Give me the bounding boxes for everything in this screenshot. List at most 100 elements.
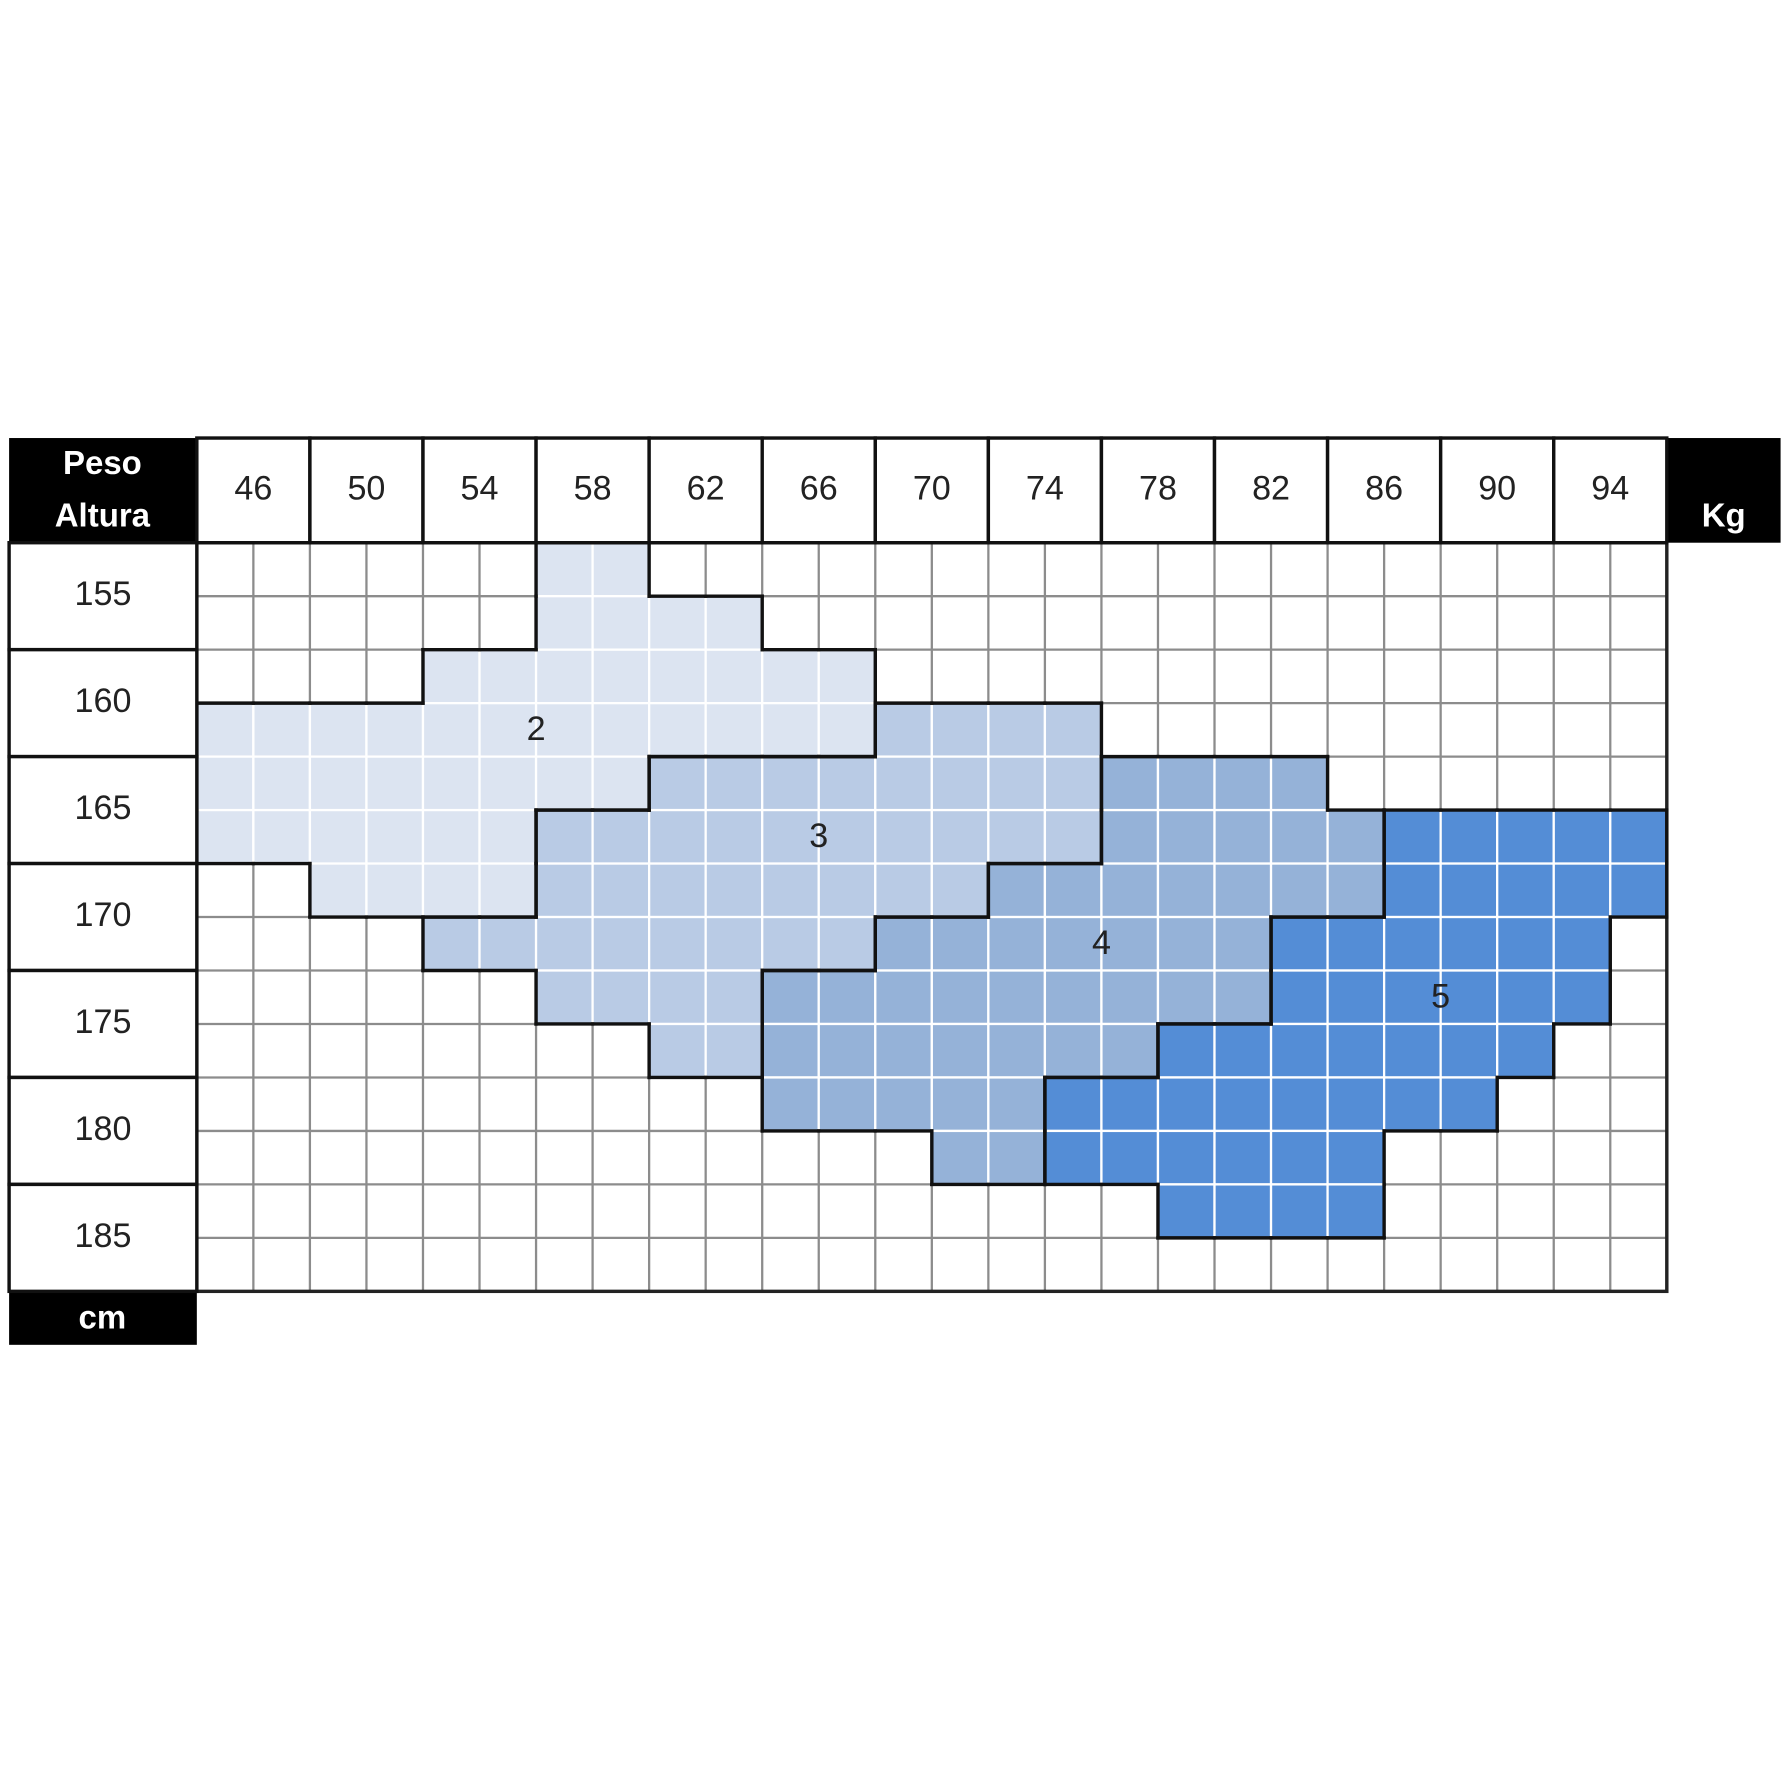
zone-cell xyxy=(930,755,990,812)
zone-cell xyxy=(1439,862,1499,919)
height-label: 165 xyxy=(74,789,131,827)
zone-cell xyxy=(365,808,425,865)
zone-cell xyxy=(1552,862,1612,919)
zone-cell xyxy=(1382,1022,1442,1079)
zone-cell xyxy=(817,1076,877,1133)
zone-cell xyxy=(1326,969,1386,1026)
zone-cell xyxy=(1100,755,1160,812)
weight-cell xyxy=(760,436,877,545)
zone-cell xyxy=(478,755,538,812)
zone-cell xyxy=(478,862,538,919)
zone-cell xyxy=(1043,808,1103,865)
zone-cell xyxy=(1552,808,1612,865)
zone-cell xyxy=(817,915,877,972)
zone-cell xyxy=(987,862,1047,919)
zone-cell xyxy=(1326,862,1386,919)
zone-cell xyxy=(704,595,764,651)
zone-cell xyxy=(1213,969,1273,1026)
zone-cell xyxy=(1496,808,1555,865)
zone-cell xyxy=(1496,1022,1555,1079)
height-label: 155 xyxy=(74,575,131,613)
zone-cell xyxy=(1439,915,1499,972)
zone-cell xyxy=(817,648,877,705)
zone-cell xyxy=(534,808,594,865)
zone-cell xyxy=(987,1076,1047,1133)
weight-cell xyxy=(1552,436,1669,545)
zone-cell xyxy=(591,648,651,705)
zone-cell xyxy=(1439,1076,1499,1133)
zone-cell xyxy=(591,595,651,651)
zone-cell xyxy=(1156,915,1216,972)
zone-cell xyxy=(987,701,1047,758)
zone-cell xyxy=(761,701,820,758)
zone-cell xyxy=(1043,969,1103,1026)
zone-cell xyxy=(761,915,820,972)
zone-cell xyxy=(1100,969,1160,1026)
height-unit: cm xyxy=(79,1299,127,1336)
zone-cell xyxy=(1156,808,1216,865)
zone-cell xyxy=(817,755,877,812)
zone-cell xyxy=(1439,808,1499,865)
weight-label: 62 xyxy=(687,469,725,507)
zone-cell xyxy=(1100,915,1160,972)
zone-cell xyxy=(534,755,594,812)
zone-cell xyxy=(365,862,425,919)
zone-cell xyxy=(1043,862,1103,919)
height-label: 170 xyxy=(74,896,131,934)
zone-cell xyxy=(1213,755,1273,812)
weight-cell xyxy=(1438,436,1556,545)
zone-cell xyxy=(647,862,707,919)
weight-cell xyxy=(534,436,651,545)
zone-cell xyxy=(591,701,651,758)
zone-cell xyxy=(647,915,707,972)
zone-cell xyxy=(930,969,990,1026)
zone-cell xyxy=(704,755,764,812)
zone-cell xyxy=(930,701,990,758)
zone-cell xyxy=(761,969,820,1026)
height-cell xyxy=(7,968,199,1080)
zone-cell xyxy=(534,915,594,972)
height-cell xyxy=(7,541,199,652)
zone-cell xyxy=(195,808,255,865)
zone-cell xyxy=(1156,969,1216,1026)
zone-cell xyxy=(1213,1076,1273,1133)
zone-cell xyxy=(1609,862,1668,919)
zone-cell xyxy=(987,915,1047,972)
height-label: 180 xyxy=(74,1110,131,1148)
zone-cell xyxy=(987,969,1047,1026)
weight-label: 82 xyxy=(1252,469,1290,507)
weight-label: 94 xyxy=(1591,469,1629,507)
weight-label: 66 xyxy=(800,469,838,507)
zone-cell xyxy=(1213,1183,1273,1240)
weight-cell xyxy=(986,436,1104,545)
zone-cell xyxy=(534,969,594,1026)
zone-cell xyxy=(1496,862,1555,919)
zone-cell xyxy=(421,648,481,705)
zone-cell xyxy=(1156,862,1216,919)
zone-cell xyxy=(987,1022,1047,1079)
zone-cell xyxy=(1269,1076,1329,1133)
zone-cell xyxy=(591,915,651,972)
weight-label: 78 xyxy=(1139,469,1177,507)
zone-cell xyxy=(1269,755,1329,812)
zone-cell xyxy=(1326,808,1386,865)
zone-cell xyxy=(1439,969,1499,1026)
corner-bottom: Altura xyxy=(55,496,151,533)
weight-cell xyxy=(195,436,312,545)
zone-cell xyxy=(308,862,368,919)
zone-cell xyxy=(591,755,651,812)
zone-label: 2 xyxy=(527,710,546,748)
weight-label: 90 xyxy=(1478,469,1516,507)
zone-cell xyxy=(874,808,933,865)
zone-cell xyxy=(874,969,933,1026)
zone-label: 3 xyxy=(809,817,828,855)
zone-cell xyxy=(1213,1022,1273,1079)
zone-cell xyxy=(817,701,877,758)
weight-label: 46 xyxy=(234,469,272,507)
zone-cell xyxy=(1100,808,1160,865)
zone-cell xyxy=(874,701,933,758)
zone-cell xyxy=(1326,915,1386,972)
weight-unit-cell xyxy=(1666,438,1781,543)
